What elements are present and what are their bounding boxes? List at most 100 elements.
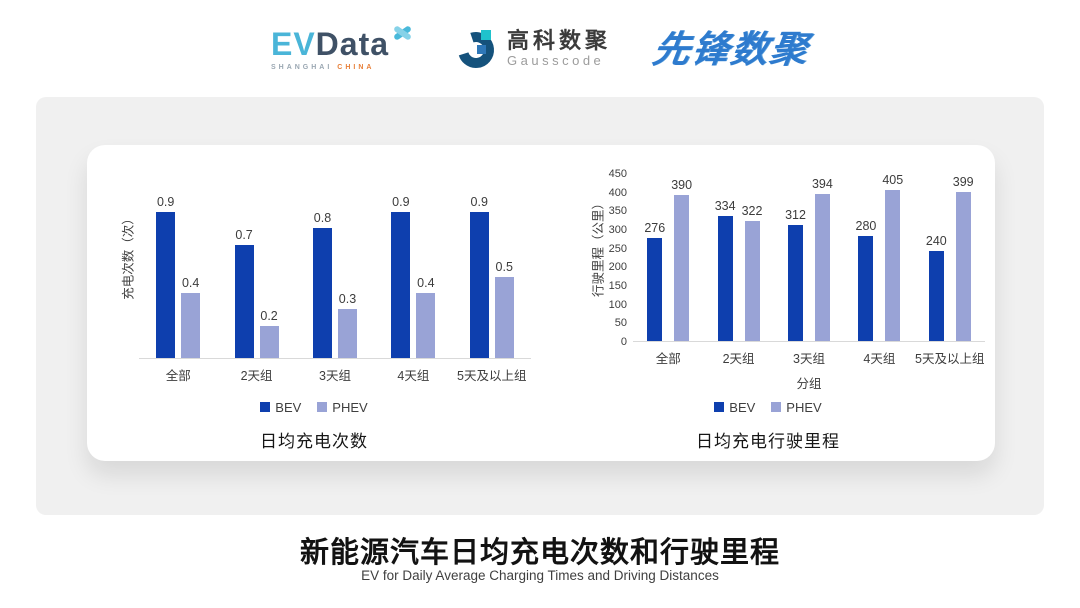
- category-slot: 全部: [139, 365, 217, 384]
- y-tick-label: 150: [608, 280, 627, 292]
- bar-with-label: 399: [953, 175, 974, 341]
- bar-pair: 312 394: [785, 177, 833, 341]
- bar-value-label: 394: [811, 177, 833, 191]
- bar-value-label: 0.9: [392, 195, 410, 209]
- bar-group: 0.7 0.2: [217, 228, 295, 358]
- bar-group: 0.8 0.3: [296, 211, 374, 358]
- bar-pair: 280 405: [856, 173, 903, 341]
- bar-bev: [647, 238, 663, 341]
- bar-value-label: 0.8: [313, 211, 332, 225]
- category-label: 3天组: [793, 352, 825, 366]
- bar-value-label: 0.4: [181, 276, 200, 290]
- category-label: 4天组: [397, 369, 430, 383]
- evdata-subtext: SHANGHAI CHINA: [271, 64, 374, 71]
- bar-group: 276 390: [633, 178, 703, 341]
- bar-with-label: 0.8: [312, 211, 332, 358]
- gausscode-logo: 高科数聚 Gausscode: [456, 28, 611, 70]
- category-slot: 全部: [633, 348, 703, 367]
- bar-value-label: 390: [671, 178, 693, 192]
- bar-value-label: 334: [714, 199, 736, 213]
- bar-with-label: 0.7: [234, 228, 254, 358]
- bar-bev: [391, 212, 411, 358]
- gausscode-g-icon: [458, 30, 495, 68]
- bar-with-label: 0.9: [391, 195, 411, 358]
- bar-phev: [416, 293, 436, 358]
- category-slot: 4天组: [374, 365, 452, 384]
- legend-item-phev: PHEV: [317, 400, 368, 415]
- bar-with-label: 280: [856, 219, 876, 341]
- bar-value-label: 0.9: [156, 195, 175, 209]
- bar-with-label: 390: [671, 178, 692, 341]
- bar-bev: [788, 225, 804, 341]
- evdata-ev-text: EV: [270, 25, 316, 62]
- bar-phev: [955, 192, 971, 341]
- chart-title: 日均充电行驶里程: [696, 432, 840, 451]
- category-slot: 3天组: [774, 348, 844, 367]
- category-label: 3天组: [319, 369, 351, 383]
- bar-group: 240 399: [915, 175, 985, 341]
- bar-value-label: 405: [882, 173, 904, 187]
- y-axis-ticks: 450 400 350 300 250 200 150 100 50 0: [599, 145, 627, 348]
- bar-with-label: 405: [882, 173, 903, 341]
- category-label: 5天及以上组: [457, 369, 527, 383]
- x-axis-label: [87, 384, 541, 396]
- bar-pair: 0.9 0.4: [156, 195, 201, 358]
- bar-phev: [494, 277, 514, 358]
- legend-item-phev: PHEV: [771, 400, 822, 415]
- bar-with-label: 322: [741, 204, 763, 341]
- bar-with-label: 0.4: [416, 276, 436, 358]
- evdata-cross-icon: [390, 22, 414, 44]
- bar-value-label: 312: [785, 208, 806, 222]
- legend: BEV PHEV: [541, 396, 995, 418]
- bar-bev: [156, 212, 176, 358]
- category-slot: 2天组: [217, 365, 295, 384]
- y-axis-label: 充电次数（次）: [121, 212, 136, 301]
- bar-with-label: 0.3: [337, 292, 357, 358]
- category-label: 全部: [655, 352, 681, 366]
- bar-pair: 0.7 0.2: [234, 228, 279, 358]
- page-subtitle: EV for Daily Average Charging Times and …: [361, 568, 719, 583]
- category-label: 全部: [165, 369, 191, 383]
- bar-with-label: 0.9: [156, 195, 176, 358]
- category-label: 5天及以上组: [915, 352, 985, 366]
- bar-pair: 0.9 0.4: [391, 195, 436, 358]
- categories-row: 全部 2天组 3天组 4天组 5天及以上组: [139, 359, 531, 384]
- bar-with-label: 276: [644, 221, 665, 341]
- y-tick-label: 100: [608, 298, 627, 311]
- category-slot: 2天组: [703, 348, 773, 367]
- bar-value-label: 322: [741, 204, 763, 218]
- bar-bev: [312, 228, 332, 358]
- bar-pair: 276 390: [644, 178, 692, 341]
- bar-with-label: 0.4: [181, 276, 201, 358]
- bar-phev: [337, 309, 357, 358]
- bar-group: 312 394: [774, 177, 844, 341]
- evdata-shanghai: SHANGHAI: [270, 63, 333, 71]
- y-tick-label: 400: [608, 186, 627, 199]
- legend: BEV PHEV: [87, 396, 541, 418]
- chart-driving-distance: 行驶里程（公里） 450 400 350 300 250 200 150 100 50 0 276…: [541, 145, 995, 461]
- gausscode-cn-text: 高科数聚: [507, 28, 612, 54]
- bar-phev: [674, 195, 690, 341]
- bar-bev: [858, 236, 874, 341]
- legend-label: BEV: [275, 399, 302, 415]
- bar-value-label: 399: [952, 175, 974, 189]
- bar-pair: 334 322: [714, 199, 763, 341]
- x-axis-label: 分组: [796, 377, 822, 391]
- evdata-china: CHINA: [337, 63, 375, 71]
- bar-phev: [259, 326, 279, 358]
- gausscode-en-text: Gausscode: [507, 53, 605, 69]
- bar-group: 334 322: [703, 199, 773, 341]
- bar-with-label: 240: [926, 234, 947, 341]
- category-label: 2天组: [722, 352, 755, 366]
- legend-item-bev: BEV: [260, 400, 301, 415]
- bar-bev: [234, 245, 254, 358]
- bar-value-label: 0.2: [260, 309, 278, 323]
- category-slot: 5天及以上组: [453, 365, 531, 384]
- category-label: 2天组: [240, 369, 273, 383]
- y-tick-label: 0: [620, 336, 627, 348]
- bar-group: 0.9 0.5: [453, 195, 531, 358]
- bar-value-label: 0.9: [470, 195, 488, 209]
- evdata-data-text: Data: [315, 25, 390, 62]
- legend-swatch: [771, 402, 782, 412]
- bar-with-label: 0.5: [494, 260, 514, 358]
